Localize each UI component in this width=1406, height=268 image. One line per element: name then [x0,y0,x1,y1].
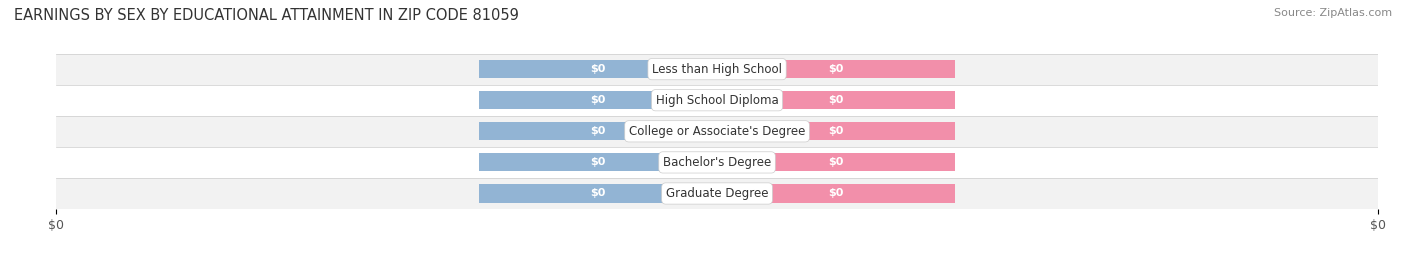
Bar [479,153,717,172]
Text: $0: $0 [828,126,844,136]
Text: Bachelor's Degree: Bachelor's Degree [664,156,770,169]
Bar [479,60,717,78]
Bar [717,60,955,78]
Text: Source: ZipAtlas.com: Source: ZipAtlas.com [1274,8,1392,18]
Text: $0: $0 [591,95,606,105]
Bar [479,122,717,140]
Bar [717,153,955,172]
Text: Graduate Degree: Graduate Degree [666,187,768,200]
Bar [479,184,717,203]
Text: EARNINGS BY SEX BY EDUCATIONAL ATTAINMENT IN ZIP CODE 81059: EARNINGS BY SEX BY EDUCATIONAL ATTAINMEN… [14,8,519,23]
Text: $0: $0 [828,64,844,74]
Text: $0: $0 [591,157,606,168]
Bar [56,85,1378,116]
Text: $0: $0 [828,95,844,105]
Bar [717,122,955,140]
Bar [56,54,1378,85]
Text: $0: $0 [828,157,844,168]
Text: $0: $0 [591,64,606,74]
Text: $0: $0 [828,188,844,199]
Text: Less than High School: Less than High School [652,63,782,76]
Text: High School Diploma: High School Diploma [655,94,779,107]
Bar [717,184,955,203]
Bar [56,178,1378,209]
Bar [56,116,1378,147]
Bar [717,91,955,109]
Text: $0: $0 [591,188,606,199]
Bar [479,91,717,109]
Text: $0: $0 [591,126,606,136]
Text: College or Associate's Degree: College or Associate's Degree [628,125,806,138]
Bar [56,147,1378,178]
